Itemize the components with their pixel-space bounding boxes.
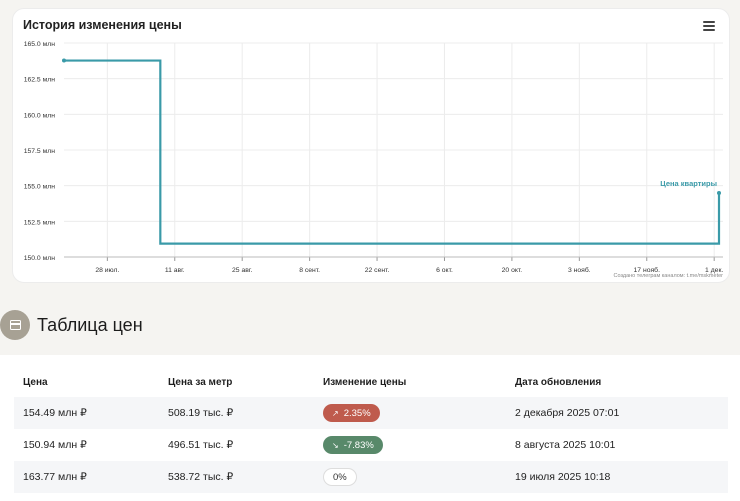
x-tick-label: 8 сент. <box>299 267 320 274</box>
x-tick-label: 22 сент. <box>365 267 390 274</box>
y-tick-label: 162.5 млн <box>24 77 56 84</box>
change-cell: 0% <box>323 461 357 493</box>
x-tick-label: 28 июл. <box>95 267 119 274</box>
x-tick-label: 11 авг. <box>165 267 185 274</box>
price-cell: 150.94 млн ₽ <box>23 439 87 451</box>
column-header-date: Дата обновления <box>515 376 602 388</box>
change-badge-up: ↗ 2.35% <box>323 404 380 422</box>
price-table-header: Таблица цен <box>0 310 740 342</box>
change-cell: ↗ 2.35% <box>323 397 380 429</box>
date-cell: 2 декабря 2025 07:01 <box>515 407 620 419</box>
x-tick-label: 20 окт. <box>502 267 523 274</box>
per-meter-cell: 538.72 тыс. ₽ <box>168 471 234 483</box>
change-value: -7.83% <box>343 439 374 451</box>
section-title: Таблица цен <box>37 315 143 335</box>
price-cell: 163.77 млн ₽ <box>23 471 87 483</box>
date-cell: 8 августа 2025 10:01 <box>515 439 616 451</box>
y-tick-label: 157.5 млн <box>24 148 56 155</box>
price-table: Цена Цена за метр Изменение цены Дата об… <box>0 355 740 501</box>
chart-credit: Создано телеграм каналом: t.me/mskmeter <box>613 273 723 279</box>
per-meter-cell: 496.51 тыс. ₽ <box>168 439 234 451</box>
table-row: 154.49 млн ₽ 508.19 тыс. ₽ ↗ 2.35% 2 дека… <box>14 397 728 429</box>
series-end-label: Цена квартиры <box>660 179 717 188</box>
hamburger-icon[interactable] <box>703 21 715 31</box>
price-series-line <box>64 59 721 245</box>
column-header-per-meter: Цена за метр <box>168 376 233 388</box>
change-cell: ↘ -7.83% <box>323 429 383 461</box>
y-tick-label: 165.0 млн <box>24 41 56 48</box>
price-history-card: История изменения цены 150.0 млн 152.5 мл… <box>12 8 730 283</box>
table-header-row: Цена Цена за метр Изменение цены Дата об… <box>14 366 728 398</box>
price-cell: 154.49 млн ₽ <box>23 407 87 419</box>
trend-down-icon: ↘ <box>332 440 339 450</box>
price-history-chart: 150.0 млн 152.5 млн 155.0 млн 157.5 млн 160.… <box>24 41 724 274</box>
per-meter-cell: 508.19 тыс. ₽ <box>168 407 234 419</box>
date-cell: 19 июля 2025 10:18 <box>515 471 611 483</box>
y-tick-label: 155.0 млн <box>24 184 56 191</box>
column-header-price: Цена <box>23 376 48 388</box>
y-tick-label: 150.0 млн <box>24 255 56 262</box>
x-tick-label: 17 нояб. <box>634 266 661 274</box>
x-tick-label: 25 авг. <box>232 267 252 274</box>
calendar-icon <box>0 310 30 340</box>
x-tick-label: 6 окт. <box>436 267 453 274</box>
change-value: 0% <box>333 471 347 483</box>
table-row: 150.94 млн ₽ 496.51 тыс. ₽ ↘ -7.83% 8 авг… <box>14 429 728 461</box>
change-value: 2.35% <box>343 407 371 419</box>
y-tick-label: 160.0 млн <box>24 112 56 119</box>
table-row: 163.77 млн ₽ 538.72 тыс. ₽ 0% 19 июля 20… <box>14 461 728 493</box>
chart-title: История изменения цены <box>23 18 182 32</box>
series-point-start <box>62 58 66 63</box>
x-tick-label: 3 нояб. <box>568 266 591 274</box>
change-badge-neutral: 0% <box>323 468 357 486</box>
series-point-end <box>717 190 721 195</box>
trend-up-icon: ↗ <box>332 408 339 418</box>
change-badge-down: ↘ -7.83% <box>323 436 383 454</box>
column-header-change: Изменение цены <box>323 376 407 388</box>
y-tick-label: 152.5 млн <box>24 219 56 226</box>
x-tick-label: 1 дек. <box>705 267 723 274</box>
